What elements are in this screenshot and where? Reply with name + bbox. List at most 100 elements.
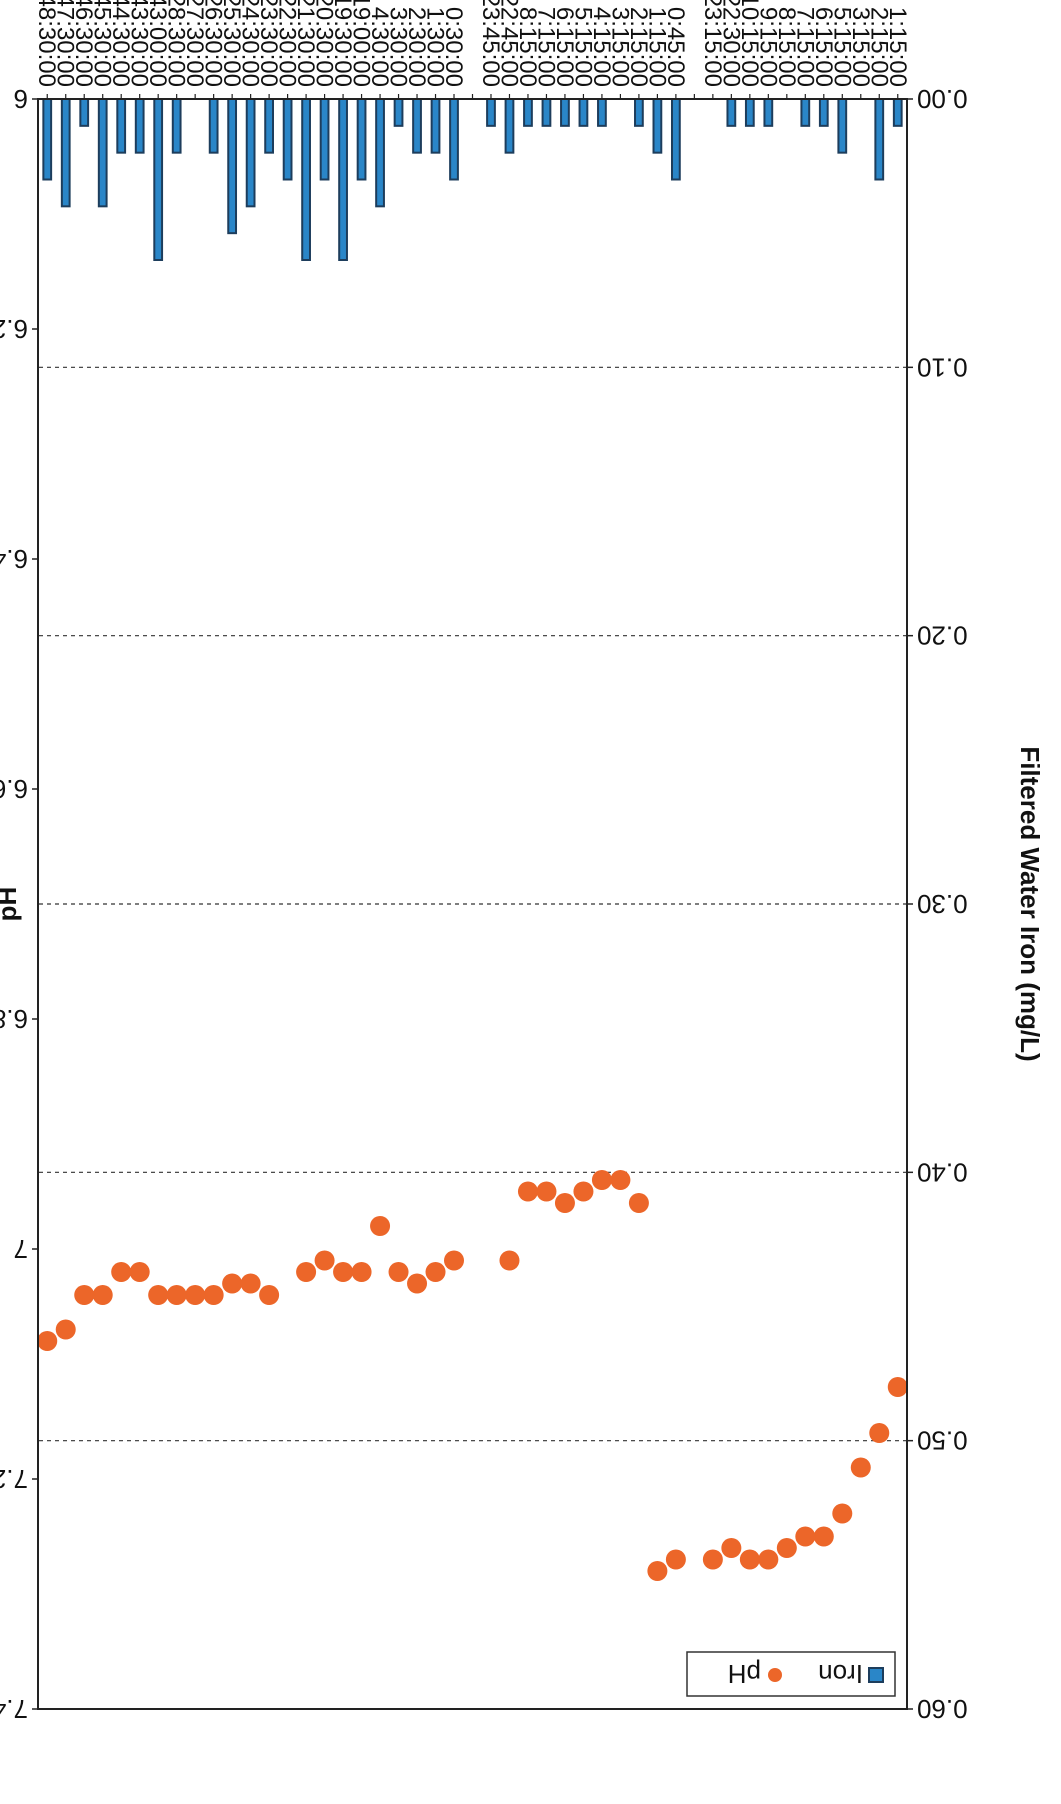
legend-iron-label: Iron — [818, 1659, 863, 1689]
x-tick-label: 10:15:00 — [736, 0, 763, 87]
x-tick-label: 1:30:00 — [422, 7, 449, 87]
iron-bar — [430, 97, 441, 154]
iron-bars — [42, 97, 903, 261]
y-left-tick-label: 0.50 — [917, 1426, 968, 1456]
x-tick-label: 8:15:00 — [773, 7, 800, 87]
ph-dot — [296, 1262, 317, 1282]
ph-dot — [55, 1319, 76, 1340]
y-axis-left-label: Filtered Water Iron (mg/L) — [1015, 746, 1045, 1061]
y-axis-right: 6 6.2 6.4 6.6 6.8 7 7.2 7.4 — [0, 84, 38, 1724]
x-tick-label: 6:15:00 — [551, 7, 578, 87]
iron-bar — [97, 98, 108, 208]
ph-dot — [111, 1262, 132, 1282]
ph-dots — [37, 1170, 908, 1581]
iron-bar — [818, 98, 829, 127]
ph-dot — [628, 1193, 649, 1213]
ph-dot — [333, 1262, 354, 1282]
x-tick-label: 9:15:00 — [754, 7, 781, 87]
gridlines — [38, 366, 907, 1442]
ph-dot — [92, 1285, 113, 1305]
y-left-tick-label: 0.20 — [917, 621, 968, 651]
x-tick-label: 3:15:00 — [847, 7, 874, 87]
ph-dot — [517, 1181, 538, 1202]
iron-bar — [375, 98, 385, 208]
ph-dot — [351, 1262, 372, 1282]
ph-dot — [795, 1526, 816, 1547]
ph-dot — [554, 1193, 575, 1213]
iron-bar — [671, 98, 681, 181]
x-tick-label: 26:30:00 — [200, 0, 227, 87]
x-tick-label: 23:30:00 — [255, 0, 282, 87]
ph-dot — [499, 1250, 520, 1271]
ph-dot — [407, 1273, 428, 1294]
iron-bar — [227, 97, 238, 235]
iron-bar — [486, 98, 496, 127]
iron-bar — [837, 97, 848, 154]
y-right-tick-label: 6 — [14, 84, 28, 114]
x-axis: 1:15:002:15:003:15:005:15:006:15:007:15:… — [33, 0, 911, 99]
ph-dot — [536, 1181, 557, 1202]
ph-dot — [370, 1216, 391, 1236]
x-tick-label: 23:15:00 — [699, 0, 726, 87]
ph-dot — [314, 1250, 335, 1271]
x-tick-label: 25:30:00 — [218, 0, 245, 87]
ph-dot — [444, 1250, 465, 1271]
ph-dot — [166, 1285, 187, 1305]
ph-dot — [259, 1285, 280, 1305]
iron-bar — [874, 98, 885, 181]
legend-ph-swatch — [768, 1668, 782, 1682]
x-tick-label: 27:30:00 — [181, 0, 208, 87]
y-axis-left: 0.00 0.10 0.20 0.30 0.40 0.50 0.60 — [907, 84, 968, 1724]
ph-dot — [222, 1273, 243, 1294]
ph-dot — [425, 1262, 446, 1282]
ph-dot — [148, 1285, 169, 1305]
x-tick-label: 3:30:00 — [385, 7, 412, 87]
x-tick-label: 4:15:00 — [588, 7, 615, 87]
y-right-tick-label: 6.8 — [0, 1004, 28, 1034]
y-left-tick-label: 0.60 — [917, 1694, 968, 1724]
legend-box — [686, 1651, 896, 1697]
legend: Iron pH — [686, 1651, 896, 1697]
x-tick-label: 8:15:00 — [514, 7, 541, 87]
iron-bar — [763, 98, 774, 127]
ph-dot — [832, 1503, 853, 1524]
ph-dot — [739, 1549, 760, 1570]
ph-dot — [850, 1457, 871, 1478]
iron-bar — [634, 98, 644, 127]
x-tick-label: 45:30:00 — [89, 0, 116, 87]
ph-dot — [665, 1549, 686, 1570]
y-left-tick-label: 0.40 — [917, 1157, 968, 1187]
y-right-tick-label: 7.2 — [0, 1464, 28, 1494]
y-left-tick-label: 0.30 — [917, 889, 968, 919]
ph-dot — [647, 1561, 668, 1581]
ph-dot — [813, 1526, 834, 1547]
x-tick-label: 4:30:00 — [366, 7, 393, 87]
x-tick-label: 7:15:00 — [532, 7, 559, 87]
iron-bar — [282, 98, 293, 181]
iron-bar — [79, 98, 90, 127]
iron-bar — [449, 98, 459, 181]
iron-bar — [892, 98, 903, 127]
x-tick-label: 43:00:00 — [144, 0, 171, 87]
x-tick-label: 5:15:00 — [569, 7, 596, 87]
iron-bar — [504, 97, 515, 154]
x-tick-label: 21:30:00 — [292, 0, 319, 87]
ph-dot — [758, 1549, 779, 1570]
ph-dot — [37, 1331, 58, 1351]
iron-bar — [356, 98, 367, 181]
x-tick-label: 24:30:00 — [237, 0, 264, 87]
iron-bar — [541, 98, 552, 127]
iron-bar — [578, 98, 589, 127]
iron-bar — [412, 97, 422, 154]
x-tick-label: 46:30:00 — [70, 0, 97, 87]
x-tick-label: 44:30:00 — [107, 0, 134, 87]
x-tick-label: 23:45:00 — [477, 0, 504, 87]
ph-dot — [721, 1538, 742, 1558]
iron-bar — [208, 97, 219, 154]
x-tick-label: 2:15:00 — [865, 7, 892, 87]
ph-dot — [240, 1273, 261, 1294]
legend-ph-label: pH — [728, 1659, 761, 1689]
legend-iron-swatch — [868, 1667, 884, 1683]
ph-dot — [610, 1170, 631, 1190]
